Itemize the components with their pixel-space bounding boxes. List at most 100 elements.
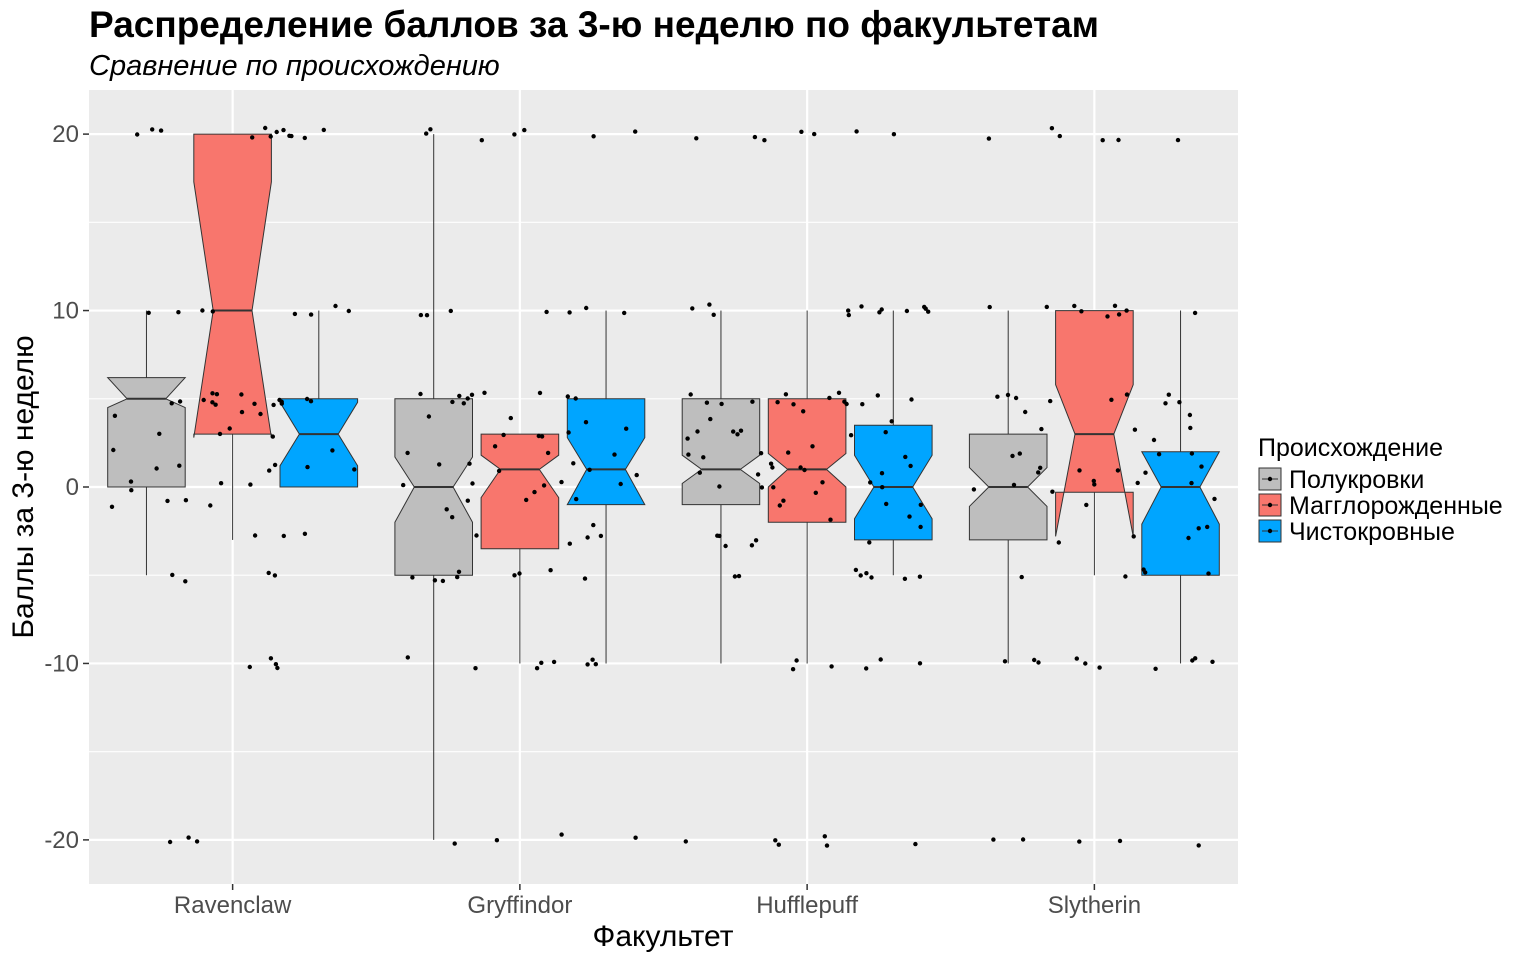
data-point (455, 574, 460, 580)
data-point (426, 414, 432, 419)
data-point (496, 468, 502, 474)
data-point (214, 392, 220, 397)
data-point (1206, 571, 1211, 576)
data-point (424, 313, 430, 318)
data-point (1196, 843, 1201, 848)
data-point (582, 576, 588, 581)
data-point (633, 129, 638, 134)
data-point (824, 843, 830, 848)
data-point (428, 127, 433, 132)
data-point (287, 133, 292, 138)
data-point (424, 131, 429, 136)
data-point (183, 579, 188, 584)
data-point (308, 312, 314, 317)
data-point (1116, 312, 1122, 317)
data-point (1105, 314, 1110, 319)
data-point (1186, 535, 1191, 541)
data-point (517, 571, 522, 576)
data-point (1205, 524, 1210, 530)
data-point (452, 841, 457, 846)
data-point (273, 662, 279, 667)
data-point (749, 543, 755, 548)
data-point (292, 311, 298, 317)
data-point (492, 444, 498, 449)
data-point (263, 125, 268, 131)
data-point (694, 136, 699, 141)
data-point (1077, 468, 1082, 473)
box (681, 398, 761, 506)
data-point (913, 841, 918, 847)
data-point (683, 839, 688, 844)
data-point (798, 465, 803, 470)
data-point (474, 533, 479, 538)
data-point (786, 450, 791, 455)
data-point (1036, 660, 1041, 665)
box (767, 398, 847, 523)
data-point (858, 573, 863, 578)
data-point (405, 450, 410, 456)
data-point (330, 448, 335, 453)
data-point (186, 835, 191, 840)
data-point (987, 304, 992, 310)
data-point (732, 574, 738, 579)
data-point (302, 135, 307, 141)
data-point (813, 490, 818, 495)
data-point (1189, 451, 1195, 456)
data-point (697, 470, 702, 475)
data-point (418, 312, 424, 318)
data-point (859, 304, 864, 309)
data-point (1151, 437, 1157, 443)
data-point (995, 394, 1000, 399)
data-point (457, 393, 462, 399)
y-tick-label: 0 (66, 474, 79, 501)
data-point (169, 401, 174, 406)
data-point (1050, 489, 1055, 494)
data-point (612, 452, 617, 457)
data-point (539, 434, 545, 439)
chart-title: Распределение баллов за 3-ю неделю по фа… (89, 4, 1100, 45)
data-point (875, 393, 880, 398)
data-point (1193, 656, 1198, 661)
data-point (574, 496, 579, 502)
data-point (802, 467, 807, 473)
data-point (917, 574, 923, 579)
data-point (584, 305, 589, 311)
data-point (902, 576, 908, 581)
data-point (836, 390, 842, 395)
data-point (776, 842, 781, 847)
data-point (1083, 661, 1088, 666)
data-point (1189, 480, 1194, 486)
data-point (585, 535, 590, 540)
data-point (267, 468, 272, 473)
data-point (618, 481, 623, 487)
data-point (512, 573, 517, 578)
data-point (758, 451, 764, 456)
legend-key-point (1267, 502, 1273, 508)
data-point (248, 482, 253, 487)
data-point (1192, 310, 1198, 316)
data-point (176, 310, 181, 315)
data-point (799, 129, 804, 134)
data-point (917, 661, 923, 666)
data-point (1005, 392, 1011, 398)
data-point (686, 452, 691, 457)
data-point (738, 428, 744, 433)
data-point (239, 392, 244, 397)
data-point (891, 132, 897, 137)
x-tick-label: Slytherin (1048, 892, 1141, 919)
box (106, 377, 187, 488)
data-point (860, 402, 865, 407)
data-point (537, 390, 543, 396)
data-point (752, 134, 758, 140)
data-point (109, 504, 115, 509)
data-point (736, 573, 742, 579)
data-point (1123, 574, 1128, 579)
data-point (903, 454, 908, 460)
data-point (1166, 392, 1172, 397)
data-point (827, 395, 832, 401)
data-point (846, 312, 851, 318)
data-point (1077, 839, 1082, 844)
data-point (281, 127, 286, 133)
data-point (170, 572, 175, 578)
data-point (591, 134, 596, 139)
